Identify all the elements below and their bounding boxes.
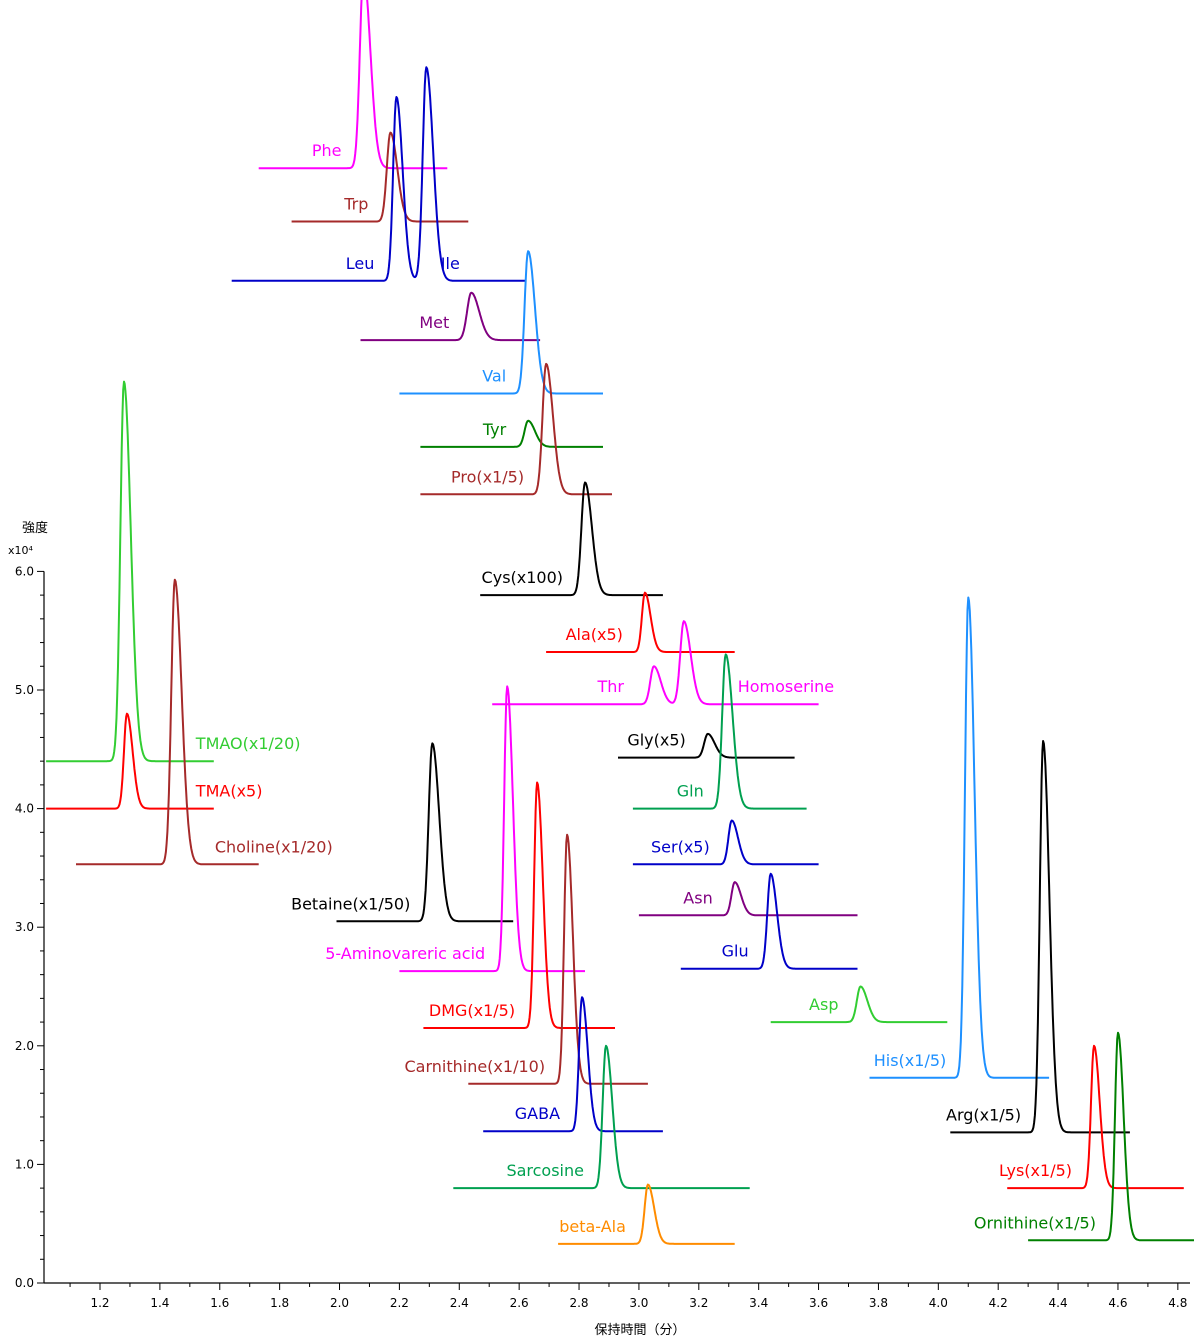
trace-val [399,250,604,395]
x-tick-label: 3.4 [749,1296,768,1310]
x-tick-label: 2.8 [569,1296,588,1310]
label-thr: Thr [596,677,624,696]
label-leu: Leu [346,254,375,273]
label-asn: Asn [683,888,712,907]
x-tick-label: 1.2 [90,1296,109,1310]
x-tick-label: 2.0 [330,1296,349,1310]
label-his-x1-5: His(x1/5) [874,1051,947,1070]
trace-gly-x5 [617,732,795,759]
trace-his-x1-5 [869,596,1050,1079]
trace-thr [492,620,819,706]
trace-trp [291,131,469,223]
x-tick-label: 3.0 [629,1296,648,1310]
x-axis-title: 保持時間（分） [594,1323,685,1338]
x-tick-label: 2.6 [510,1296,529,1310]
trace-glu [680,872,858,970]
label-ile: Ile [441,254,460,273]
trace-cys-x100 [480,481,664,597]
label-carnithine-x1-10: Carnithine(x1/10) [404,1057,545,1076]
traces [45,0,1194,1245]
trace-sarcosine [453,1044,750,1190]
label-val: Val [482,367,506,386]
trace-phe [258,0,448,170]
label-gly-x5: Gly(x5) [627,731,685,750]
label-pro-x1-5: Pro(x1/5) [451,467,524,486]
trace-asn [638,881,858,917]
trace-choline-x1-20 [75,578,259,866]
label-gln: Gln [677,782,704,801]
x-tick-label: 4.0 [929,1296,948,1310]
trace-tmao-x1-20 [45,380,214,763]
y-tick-label: 0.0 [15,1276,34,1290]
label-beta-ala: beta-Ala [559,1217,626,1236]
trace-arg-x1-5 [950,740,1131,1134]
y-axis-multiplier: x10⁴ [8,544,34,557]
label-tma-x5: TMA(x5) [195,782,263,801]
label-homoserine: Homoserine [738,677,834,696]
y-tick-label: 6.0 [15,564,34,578]
trace-ornithine-x1-5 [1027,1031,1194,1242]
x-tick-label: 4.2 [989,1296,1008,1310]
label-cys-x100: Cys(x100) [482,568,563,587]
trace-ala-x5 [545,591,735,653]
trace-ser-x5 [632,819,819,866]
label-ser-x5: Ser(x5) [651,837,710,856]
y-axis-title: 強度 [22,520,48,536]
label-glu: Glu [722,942,749,961]
label-betaine-x1-50: Betaine(x1/50) [291,894,410,913]
trace-met [360,291,541,342]
axes: 1.2 1.4 1.6 1.8 2.0 2.2 2.4 2.6 2.8 3.0 3.2 3.4 3.6 3… [15,564,1190,1310]
trace-carnithine-x1-10 [468,833,649,1085]
label-choline-x1-20: Choline(x1/20) [215,837,333,856]
trace-5-aminovareric-acid [399,685,586,973]
x-tick-label: 2.2 [390,1296,409,1310]
trace-betaine-x1-50 [336,742,514,923]
label-trp: Trp [343,195,368,214]
trace-gaba [483,996,664,1133]
x-tick-label: 3.6 [809,1296,828,1310]
x-tick-label: 4.8 [1168,1296,1187,1310]
y-tick-label: 3.0 [15,920,34,934]
x-tick-label: 1.8 [270,1296,289,1310]
label-met: Met [419,313,449,332]
label-ornithine-x1-5: Ornithine(x1/5) [974,1213,1096,1232]
label-dmg-x1-5: DMG(x1/5) [429,1001,515,1020]
label-asp: Asp [809,995,838,1014]
x-tick-label: 4.6 [1108,1296,1127,1310]
x-tick-label: 4.4 [1049,1296,1068,1310]
label-phe: Phe [312,141,342,160]
label-lys-x1-5: Lys(x1/5) [999,1161,1072,1180]
y-tick-label: 5.0 [15,683,34,697]
x-tick-label: 1.6 [210,1296,229,1310]
label-arg-x1-5: Arg(x1/5) [946,1105,1021,1124]
label-tmao-x1-20: TMAO(x1/20) [195,734,301,753]
trace-dmg-x1-5 [423,781,616,1029]
trace-tma-x5 [45,712,214,810]
trace-lys-x1-5 [1006,1044,1185,1190]
y-tick-label: 4.0 [15,802,34,816]
trace-labels: Phe Trp Leu Ile Met Val Tyr Pro(x1/5) Cys(x100) A… [195,141,1096,1236]
label-ala-x5: Ala(x5) [566,625,623,644]
label-gaba: GABA [515,1104,560,1123]
label-5-aminovareric-acid: 5-Aminovareric acid [325,944,485,963]
trace-leu [231,66,526,282]
trace-beta-ala [557,1183,735,1245]
y-tick-label: 2.0 [15,1039,34,1053]
label-sarcosine: Sarcosine [506,1161,584,1180]
trace-pro-x1-5 [420,362,613,496]
x-tick-label: 3.2 [689,1296,708,1310]
y-tick-label: 1.0 [15,1157,34,1171]
trace-asp [770,985,948,1024]
label-tyr: Tyr [482,420,507,439]
x-tick-label: 3.8 [869,1296,888,1310]
x-tick-label: 1.4 [150,1296,169,1310]
trace-gln [632,653,807,810]
trace-tyr [420,419,604,448]
x-tick-label: 2.4 [450,1296,469,1310]
